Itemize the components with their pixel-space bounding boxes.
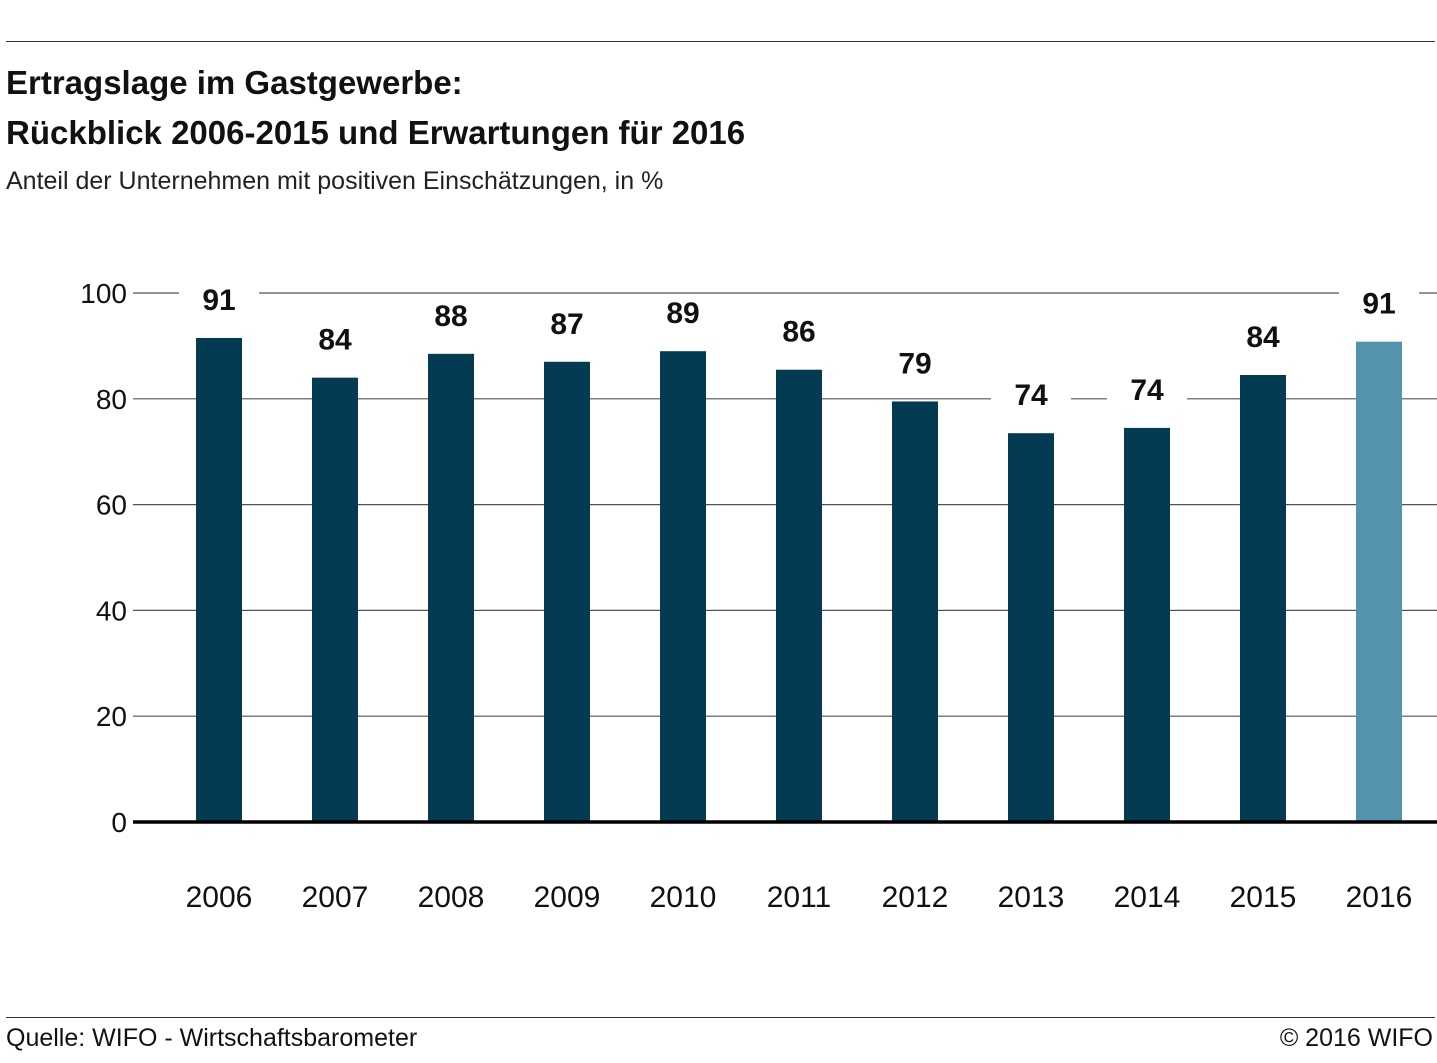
chart-title-line-2: Rückblick 2006-2015 und Erwartungen für … [6,114,746,151]
value-label-background [643,297,723,334]
copyright-note: © 2016 WIFO [1279,1024,1433,1052]
value-label-2011: 86 [782,316,815,349]
x-tick-label-2011: 2011 [767,881,832,914]
x-tick-label-2009: 2009 [534,881,601,914]
x-tick-label-2015: 2015 [1230,881,1297,914]
value-label-background [991,379,1071,416]
bar-2009 [544,361,590,822]
chart-subtitle: Anteil der Unternehmen mit positiven Ein… [6,167,664,195]
value-label-background [1339,287,1419,324]
bar-2016 [1356,341,1402,822]
value-label-background [875,347,955,384]
x-tick-label-2012: 2012 [882,881,949,914]
value-label-background [759,315,839,352]
value-label-2012: 79 [898,347,931,380]
bar-2012 [892,401,938,822]
value-label-2007: 84 [318,324,352,357]
y-tick-label: 80 [96,384,127,415]
value-label-background [527,307,607,344]
value-label-2013: 74 [1014,379,1048,412]
bars [196,337,1402,822]
bottom-rule [6,1017,1435,1018]
value-label-background [411,299,491,336]
value-label-2014: 74 [1130,374,1164,407]
x-tick-label-2006: 2006 [186,881,253,914]
x-tick-label-2008: 2008 [418,881,485,914]
axes: 0 20 40 60 80 100 2006 2007 2008 2009 2010 2011 2012… [80,278,1437,914]
value-label-2006: 91 [202,284,235,317]
x-tick-label-2014: 2014 [1114,881,1181,914]
x-tick-label-2010: 2010 [650,881,717,914]
y-tick-label: 20 [96,701,127,732]
y-tick-label: 60 [96,490,127,521]
bar-2013 [1008,433,1054,822]
x-tick-label-2007: 2007 [302,881,369,914]
bar-2008 [428,353,474,822]
chart-title: Ertragslage im Gastgewerbe: Rückblick 20… [6,58,1306,158]
bar-2006 [196,337,242,822]
value-label-background [295,323,375,360]
value-label-background [179,283,259,320]
bar-2011 [776,369,822,822]
x-tick-label-2016: 2016 [1346,881,1413,914]
value-label-background [1107,373,1187,410]
value-labels: 91 84 88 87 89 86 79 74 74 84 91 [202,284,1395,412]
chart-title-line-1: Ertragslage im Gastgewerbe: [6,64,463,101]
y-tick-label: 40 [96,595,127,626]
value-label-backgrounds [179,283,1419,416]
source-note: Quelle: WIFO - Wirtschaftsbarometer [6,1024,418,1052]
value-label-2009: 87 [550,308,583,341]
value-label-2015: 84 [1246,321,1280,354]
value-label-background [1223,320,1303,357]
value-label-2016: 91 [1362,288,1395,321]
bar-chart: 91 84 88 87 89 86 79 74 74 84 91 0 20 40 60 80 100 2006 2… [80,278,1437,914]
value-label-2008: 88 [434,300,467,333]
top-rule [6,41,1435,42]
bar-2007 [312,377,358,822]
y-tick-label: 100 [80,278,127,309]
value-label-2010: 89 [666,297,699,330]
bar-2015 [1240,374,1286,822]
y-tick-label: 0 [111,807,127,838]
bar-2014 [1124,427,1170,822]
bar-2010 [660,351,706,822]
x-tick-label-2013: 2013 [998,881,1065,914]
